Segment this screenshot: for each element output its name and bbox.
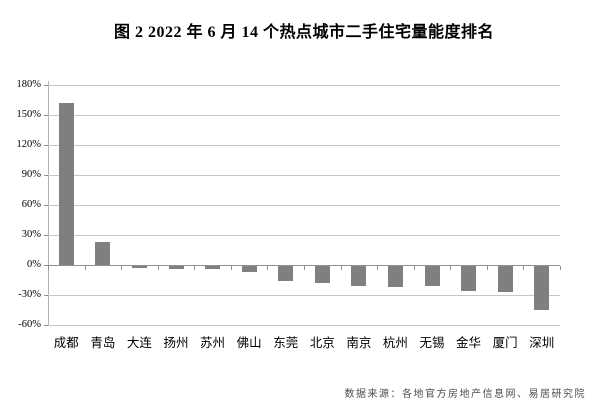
y-axis-tick <box>44 175 48 176</box>
x-axis-category-label: 苏州 <box>200 336 226 350</box>
gridline <box>48 235 560 236</box>
bar-大连 <box>131 266 147 268</box>
x-axis-category-label: 北京 <box>309 336 335 350</box>
bar-成都 <box>58 103 74 265</box>
x-axis-category-label: 厦门 <box>492 336 518 350</box>
bar-金华 <box>461 266 477 291</box>
x-axis-tick <box>84 266 86 270</box>
y-axis-tick <box>44 235 48 236</box>
x-axis-category-label: 深圳 <box>529 336 555 350</box>
gridline <box>48 295 560 296</box>
x-axis-category-label: 东莞 <box>273 336 299 350</box>
x-axis-tick <box>377 266 379 270</box>
x-axis-category-label: 大连 <box>126 336 152 350</box>
x-axis-category-label: 无锡 <box>419 336 445 350</box>
gridline <box>48 175 560 176</box>
x-axis-category-label: 南京 <box>346 336 372 350</box>
gridline <box>48 85 560 86</box>
x-axis-tick <box>48 266 49 270</box>
bar-东莞 <box>278 266 294 281</box>
x-axis-tick <box>121 266 123 270</box>
bar-南京 <box>351 266 367 286</box>
bar-厦门 <box>497 266 513 292</box>
x-axis-tick <box>560 266 561 270</box>
gridline <box>48 205 560 206</box>
y-axis-tick-label: 150% <box>16 109 42 120</box>
bar-青岛 <box>95 242 111 265</box>
x-axis-tick <box>523 266 525 270</box>
x-axis-labels: 成都 青岛 大连 扬州 苏州 佛山 东莞 北京 南京 杭州 无锡 金华 厦门 深圳 <box>48 332 560 352</box>
gridline <box>48 115 560 116</box>
figure-title: 图 2 2022 年 6 月 14 个热点城市二手住宅量能度排名 <box>113 24 494 41</box>
x-axis-tick <box>157 266 159 270</box>
y-axis-tick-label: -30% <box>18 289 41 300</box>
bar-佛山 <box>241 266 257 272</box>
x-axis-category-label: 金华 <box>456 336 482 350</box>
y-axis-tick-label: 30% <box>21 229 41 240</box>
x-axis-tick <box>304 266 305 270</box>
x-axis-tick <box>230 266 232 270</box>
bar-杭州 <box>387 266 403 287</box>
x-axis-tick <box>340 266 342 270</box>
bar-深圳 <box>534 266 550 310</box>
x-axis-category-label: 青岛 <box>90 336 116 350</box>
y-axis-tick <box>44 145 48 146</box>
y-axis-tick-label: 0% <box>27 259 41 270</box>
bar-扬州 <box>168 266 184 269</box>
x-axis-tick <box>450 266 452 270</box>
bar-无锡 <box>424 266 440 286</box>
x-axis-tick <box>486 266 488 270</box>
gridline <box>48 325 560 326</box>
y-axis-labels: 180% 150% 120% 90% 60% 30% 0% -30% -60% <box>0 79 44 330</box>
plot-area <box>44 81 561 326</box>
zero-gridline <box>48 265 560 266</box>
y-axis-tick <box>44 295 48 296</box>
x-axis-category-label: 佛山 <box>236 336 262 350</box>
y-axis-tick <box>44 205 48 206</box>
y-axis-tick-label: 60% <box>21 199 41 210</box>
x-axis-category-label: 扬州 <box>163 336 189 350</box>
y-axis-line <box>48 81 49 326</box>
y-axis-tick <box>44 85 48 86</box>
y-axis-tick <box>44 115 48 116</box>
x-axis-tick <box>267 266 269 270</box>
y-axis-tick-label: -60% <box>18 319 41 330</box>
bar-北京 <box>314 266 330 283</box>
y-axis-tick <box>44 325 48 326</box>
bar-苏州 <box>205 266 221 269</box>
x-axis-category-label: 杭州 <box>382 336 408 350</box>
y-axis-tick <box>44 265 48 266</box>
x-axis-tick <box>194 266 196 270</box>
x-axis-category-label: 成都 <box>53 336 79 350</box>
y-axis-tick-label: 120% <box>16 139 42 150</box>
gridline <box>48 145 560 146</box>
bar-chart: 180% 150% 120% 90% 60% 30% 0% -30% -60% 成都 青岛 大连 扬州… <box>17 79 561 350</box>
x-axis-tick <box>413 266 415 270</box>
y-axis-tick-label: 180% <box>16 79 42 90</box>
y-axis-tick-label: 90% <box>21 169 41 180</box>
data-source-note: 数据来源：各地官方房地产信息网、易居研究院 <box>344 389 586 400</box>
